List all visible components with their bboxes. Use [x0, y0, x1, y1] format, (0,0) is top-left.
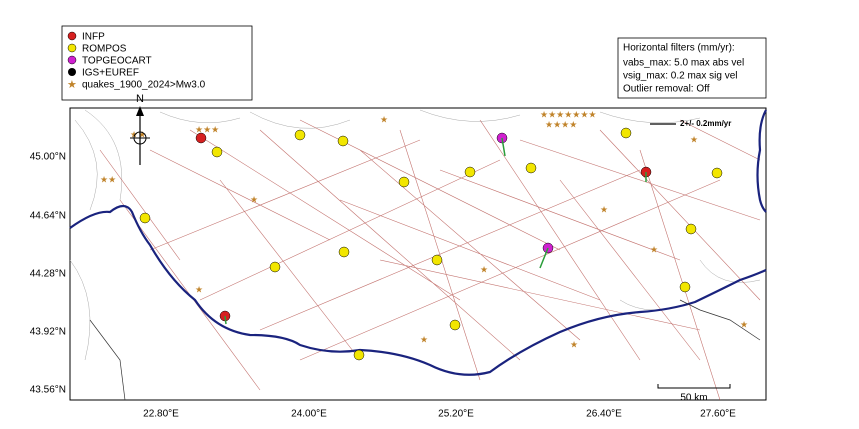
x-axis-label: 22.80°E	[143, 409, 179, 420]
y-axis-label: 43.56°N	[30, 385, 66, 396]
y-axis-label: 44.64°N	[30, 211, 66, 222]
legend-symbol	[68, 68, 76, 76]
svg-text:★: ★	[650, 244, 658, 254]
velocity-arrows	[224, 137, 647, 325]
y-axis-label: 44.28°N	[30, 269, 66, 280]
svg-text:★★★★: ★★★★	[545, 119, 577, 129]
filters-line: Outlier removal: Off	[623, 84, 710, 95]
x-axis-label: 25.20°E	[438, 409, 474, 420]
legend-label: quakes_1900_2024>Mw3.0	[82, 80, 206, 91]
legend-label: TOPGEOCART	[82, 56, 152, 67]
north-arrow	[130, 106, 150, 165]
svg-text:★: ★	[480, 264, 488, 274]
legend-symbol: ★	[67, 79, 77, 91]
svg-text:★★★★★★★: ★★★★★★★	[540, 109, 596, 119]
scale-bar-label: 50 km	[680, 393, 707, 404]
legend-symbol	[67, 43, 77, 53]
legend-label: INFP	[82, 32, 105, 43]
legend-label: ROMPOS	[82, 44, 127, 55]
legend-symbol	[67, 31, 77, 41]
svg-text:★★: ★★	[100, 174, 116, 184]
velocity-reference: 2+/- 0.2mm/yr	[680, 119, 731, 128]
svg-text:★: ★	[195, 284, 203, 294]
svg-text:★★: ★★	[130, 129, 146, 139]
quake-markers: ★★ ★★★ ★★★★★★★ ★★★★ ★ ★ ★ ★ ★ ★ ★ ★ ★ ★ …	[100, 109, 748, 349]
x-axis-label: 24.00°E	[291, 409, 327, 420]
x-axis-label: 26.40°E	[586, 409, 622, 420]
svg-text:★: ★	[600, 204, 608, 214]
legend-symbol	[67, 55, 77, 65]
legend-label: IGS+EUREF	[82, 68, 139, 79]
y-axis-label: 45.00°N	[30, 152, 66, 163]
y-axis-label: 43.92°N	[30, 327, 66, 338]
svg-text:★: ★	[740, 319, 748, 329]
filters-line: vsig_max: 0.2 max sig vel	[623, 71, 738, 82]
filters-title: Horizontal filters (mm/yr):	[623, 43, 735, 54]
north-label: N	[136, 93, 144, 105]
svg-text:★: ★	[420, 334, 428, 344]
svg-text:★: ★	[690, 134, 698, 144]
x-axis-label: 27.60°E	[700, 409, 736, 420]
river	[756, 109, 767, 213]
scale-bar	[657, 384, 731, 389]
legend-box	[61, 25, 253, 101]
svg-text:★: ★	[570, 339, 578, 349]
svg-text:★: ★	[250, 194, 258, 204]
svg-text:★★★: ★★★	[195, 124, 219, 134]
map-area: ★★ ★★★ ★★★★★★★ ★★★★ ★ ★ ★ ★ ★ ★ ★ ★ ★ ★ …	[69, 93, 767, 404]
border	[89, 299, 761, 401]
filters-box	[617, 37, 767, 99]
svg-text:★: ★	[380, 114, 388, 124]
filters-line: vabs_max: 5.0 max abs vel	[623, 58, 744, 69]
